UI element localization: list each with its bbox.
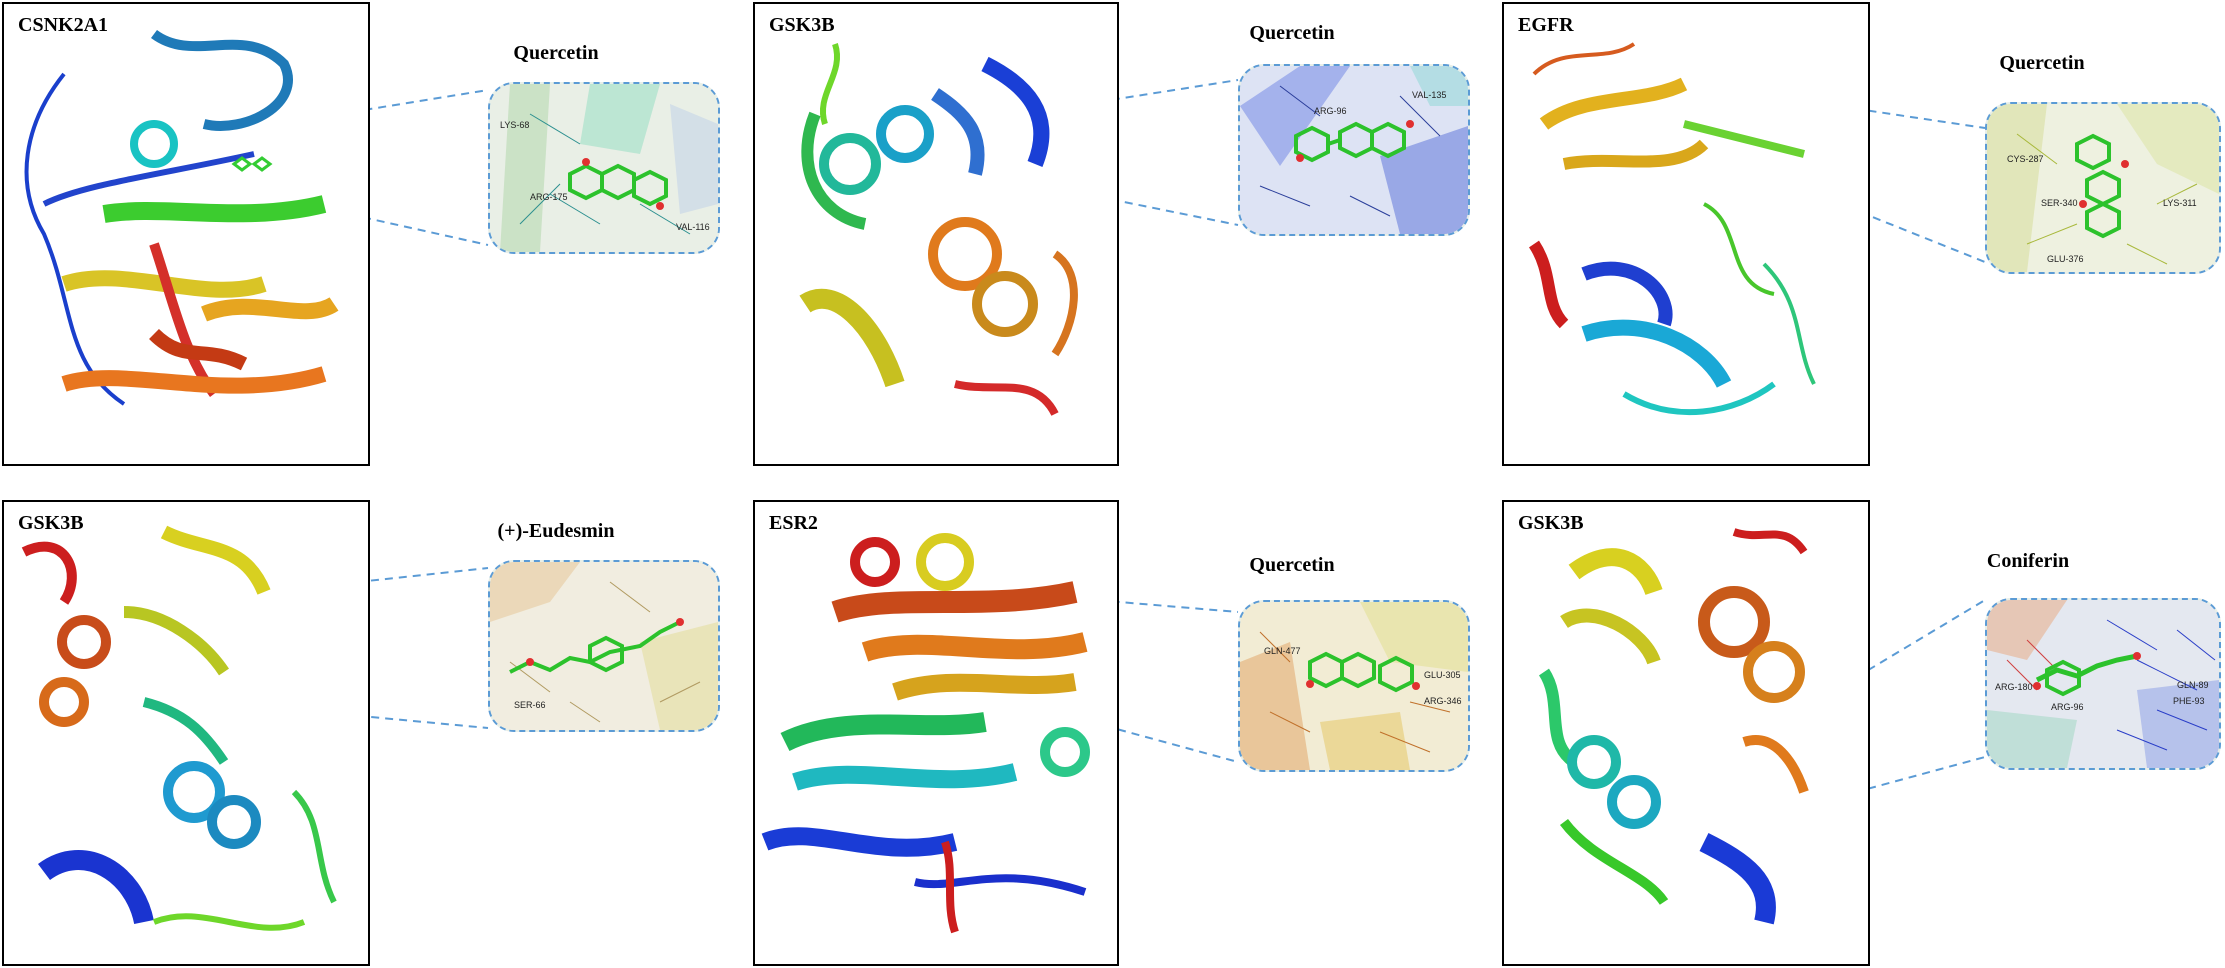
- panel-gsk3b-b: GSK3B: [2, 500, 370, 966]
- zoom-box: ARG-96 VAL-135: [1238, 64, 1470, 236]
- residue-label: CYS-287: [2007, 154, 2044, 164]
- ligand-label: Quercetin: [1249, 22, 1335, 44]
- zoom-box: SER-66: [488, 560, 720, 732]
- residue-label: LYS-68: [500, 120, 530, 130]
- binding-site-image: [490, 562, 718, 730]
- protein-structure: [761, 533, 1090, 934]
- protein-label: EGFR: [1518, 14, 1574, 36]
- ligand-label: Quercetin: [1249, 554, 1335, 576]
- binding-site-image: [1987, 600, 2219, 768]
- panel-csnk2a1: CSNK2A1: [2, 2, 370, 466]
- residue-label: GLU-305: [1424, 670, 1461, 680]
- residue-label: GLU-376: [2047, 254, 2084, 264]
- protein-label: GSK3B: [1518, 512, 1584, 534]
- protein-label: GSK3B: [18, 512, 84, 534]
- residue-label: LYS-311: [2163, 198, 2197, 208]
- zoom-box: LYS-68 ARG-175 VAL-116: [488, 82, 720, 254]
- ligand-label: Quercetin: [513, 42, 599, 64]
- residue-label: ARG-175: [530, 192, 568, 202]
- binding-site-image: [1987, 104, 2219, 272]
- residue-label: GLN-477: [1264, 646, 1301, 656]
- residue-label: SER-340: [2041, 198, 2078, 208]
- binding-site-image: [490, 84, 718, 252]
- panel-egfr: EGFR: [1502, 2, 1870, 466]
- residue-label: GLN-89: [2177, 680, 2209, 690]
- residue-label: ARG-180: [1995, 682, 2033, 692]
- zoom-box: CYS-287 SER-340 LYS-311 GLU-376: [1985, 102, 2221, 274]
- panel-gsk3b-a: GSK3B: [753, 2, 1119, 466]
- panel-esr2: ESR2: [753, 500, 1119, 966]
- protein-label: GSK3B: [769, 14, 835, 36]
- residue-label: ARG-96: [2051, 702, 2084, 712]
- residue-label: VAL-116: [676, 222, 710, 232]
- panel-gsk3b-c: GSK3B: [1502, 500, 1870, 966]
- ligand-label: (+)-Eudesmin: [497, 520, 615, 542]
- ligand-label: Coniferin: [1986, 550, 2070, 572]
- protein-structure: [21, 525, 337, 931]
- protein-structure: [1538, 528, 1809, 925]
- protein-label: ESR2: [769, 512, 818, 534]
- protein-label: CSNK2A1: [18, 14, 109, 36]
- ligand-label: Quercetin: [1999, 52, 2085, 74]
- residue-label: VAL-135: [1412, 90, 1447, 100]
- residue-label: SER-66: [514, 700, 546, 710]
- residue-label: PHE-93: [2173, 696, 2205, 706]
- protein-structure: [1528, 42, 1816, 416]
- residue-label: ARG-96: [1314, 106, 1347, 116]
- residue-label: ARG-346: [1424, 696, 1462, 706]
- binding-site-image: [1240, 602, 1468, 770]
- zoom-box: GLN-477 GLU-305 ARG-346: [1238, 600, 1470, 772]
- protein-structure: [799, 43, 1078, 416]
- protein-structure: [24, 29, 339, 406]
- zoom-box: ARG-180 ARG-96 GLN-89 PHE-93: [1985, 598, 2221, 770]
- binding-site-image: [1240, 66, 1468, 234]
